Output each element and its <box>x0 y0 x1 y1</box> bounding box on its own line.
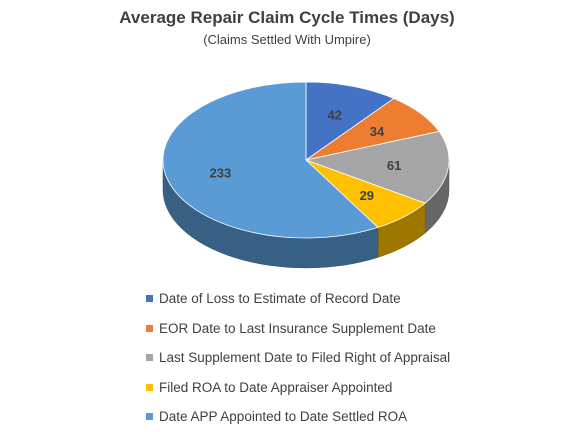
chart-legend: Date of Loss to Estimate of Record Date E… <box>146 284 450 432</box>
pie-chart: 42 34 61 29 233 <box>162 81 450 269</box>
legend-item-4: Filed ROA to Date Appraiser Appointed <box>146 373 450 403</box>
legend-marker <box>146 383 153 391</box>
chart-subtitle: (Claims Settled With Umpire) <box>203 32 371 47</box>
data-label-4: 29 <box>360 188 374 203</box>
legend-label: Last Supplement Date to Filed Right of A… <box>159 350 451 366</box>
legend-marker <box>146 324 153 332</box>
legend-item-2: EOR Date to Last Insurance Supplement Da… <box>146 314 450 344</box>
legend-label: Date of Loss to Estimate of Record Date <box>159 291 401 307</box>
legend-marker <box>146 295 153 303</box>
legend-label: Date APP Appointed to Date Settled ROA <box>159 409 408 425</box>
data-label-3: 61 <box>387 158 401 173</box>
data-label-1: 42 <box>328 107 342 122</box>
legend-item-1: Date of Loss to Estimate of Record Date <box>146 284 450 314</box>
chart-title: Average Repair Claim Cycle Times (Days) <box>119 8 455 27</box>
pie-slice-1 <box>305 81 395 161</box>
pie-slice-5 <box>162 81 379 239</box>
legend-label: EOR Date to Last Insurance Supplement Da… <box>159 320 436 336</box>
legend-label: Filed ROA to Date Appraiser Appointed <box>159 379 393 395</box>
legend-item-5: Date APP Appointed to Date Settled ROA <box>146 402 450 432</box>
chart-area: Average Repair Claim Cycle Times (Days) … <box>119 8 455 424</box>
legend-marker <box>146 354 153 362</box>
pie-slice-3 <box>304 131 450 204</box>
data-label-2: 34 <box>370 124 385 139</box>
legend-marker <box>146 413 153 421</box>
legend-item-3: Last Supplement Date to Filed Right of A… <box>146 343 450 373</box>
data-label-5: 233 <box>210 166 232 181</box>
